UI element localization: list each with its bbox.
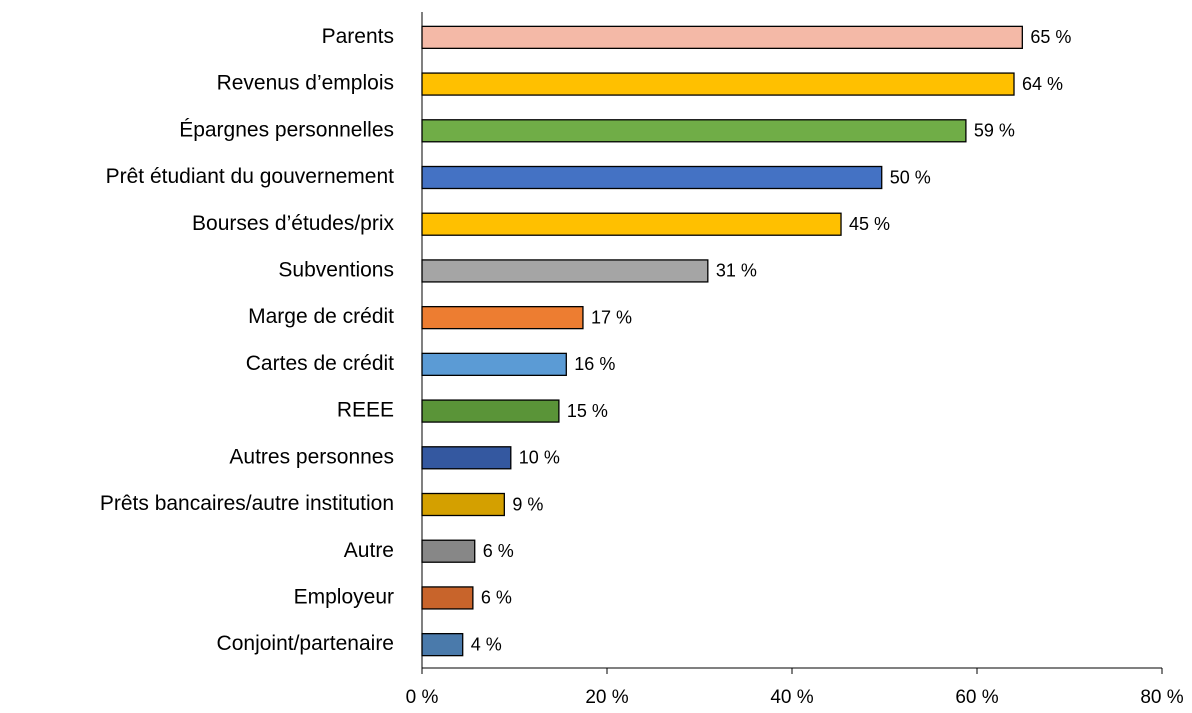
y-tick-label: Épargnes personnelles	[179, 118, 394, 141]
data-label: 45 %	[849, 214, 890, 234]
y-tick-label: Prêt étudiant du gouvernement	[106, 165, 395, 188]
x-tick-label: 0 %	[406, 687, 439, 708]
data-label: 6 %	[483, 541, 514, 561]
bar	[421, 165, 883, 190]
y-tick-label: REEE	[337, 399, 394, 422]
y-tick-label: Marge de crédit	[248, 305, 394, 328]
data-label: 16 %	[574, 354, 615, 374]
bar	[421, 212, 842, 236]
data-label: 4 %	[471, 634, 502, 654]
bar	[421, 259, 709, 283]
y-tick-label: Bourses d’études/prix	[192, 212, 394, 235]
bar	[421, 305, 584, 330]
data-label: 15 %	[567, 401, 608, 421]
y-tick-label: Parents	[322, 25, 394, 48]
bar	[421, 352, 567, 377]
data-label: 65 %	[1030, 27, 1071, 47]
data-label: 6 %	[481, 588, 512, 608]
y-tick-label: Conjoint/partenaire	[217, 632, 394, 655]
y-tick-label: Cartes de crédit	[246, 352, 394, 375]
bar	[421, 632, 464, 657]
data-label: 17 %	[591, 307, 632, 327]
bar	[421, 492, 505, 517]
bar	[421, 72, 1015, 96]
data-label: 50 %	[890, 167, 931, 187]
data-label: 9 %	[512, 494, 543, 514]
bar	[421, 119, 967, 143]
y-tick-label: Employeur	[294, 585, 394, 608]
y-tick-label: Subventions	[278, 258, 394, 281]
data-label: 64 %	[1022, 74, 1063, 94]
y-tick-label: Prêts bancaires/autre institution	[100, 492, 394, 515]
x-tick-label: 20 %	[585, 687, 628, 708]
bar	[421, 446, 512, 470]
bar	[421, 586, 474, 610]
y-tick-label: Autres personnes	[229, 445, 394, 468]
y-tick-label: Autre	[344, 539, 394, 562]
bar	[421, 539, 476, 563]
y-tick-label: Revenus d’emplois	[217, 72, 394, 95]
data-label: 10 %	[519, 448, 560, 468]
x-tick-label: 60 %	[955, 687, 998, 708]
bar	[421, 25, 1023, 50]
x-tick-label: 80 %	[1140, 687, 1183, 708]
data-label: 31 %	[716, 261, 757, 281]
x-tick-label: 40 %	[770, 687, 813, 708]
data-label: 59 %	[974, 121, 1015, 141]
bar	[421, 399, 560, 423]
